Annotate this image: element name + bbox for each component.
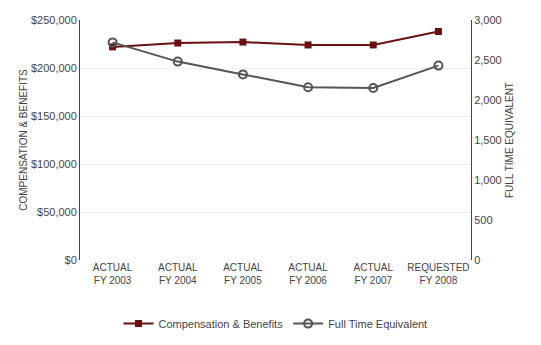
svg-text:REQUESTEDFY 2008: REQUESTEDFY 2008 [407, 262, 469, 286]
svg-text:$200,000: $200,000 [31, 62, 77, 74]
svg-text:FULL TIME EQUIVALENT: FULL TIME EQUIVALENT [504, 82, 515, 198]
svg-text:$150,000: $150,000 [31, 110, 77, 122]
svg-text:1,500: 1,500 [474, 134, 502, 146]
svg-text:ACTUALFY 2006: ACTUALFY 2006 [288, 262, 328, 286]
svg-text:1,000: 1,000 [474, 174, 502, 186]
svg-text:ACTUALFY 2003: ACTUALFY 2003 [93, 262, 133, 286]
svg-text:$50,000: $50,000 [37, 206, 77, 218]
svg-text:2,000: 2,000 [474, 94, 502, 106]
svg-text:500: 500 [474, 214, 492, 226]
svg-text:2,500: 2,500 [474, 54, 502, 66]
svg-text:3,000: 3,000 [474, 14, 502, 26]
svg-text:$0: $0 [65, 254, 77, 266]
svg-text:0: 0 [474, 254, 480, 266]
svg-text:COMPENSATION & BENEFITS: COMPENSATION & BENEFITS [18, 69, 29, 211]
svg-text:Full Time Equivalent: Full Time Equivalent [328, 318, 427, 330]
svg-text:$250,000: $250,000 [31, 14, 77, 26]
svg-text:ACTUALFY 2004: ACTUALFY 2004 [158, 262, 198, 286]
svg-text:ACTUALFY 2007: ACTUALFY 2007 [354, 262, 394, 286]
svg-text:Compensation & Benefits: Compensation & Benefits [159, 318, 284, 330]
svg-text:ACTUALFY 2005: ACTUALFY 2005 [223, 262, 263, 286]
svg-text:$100,000: $100,000 [31, 158, 77, 170]
